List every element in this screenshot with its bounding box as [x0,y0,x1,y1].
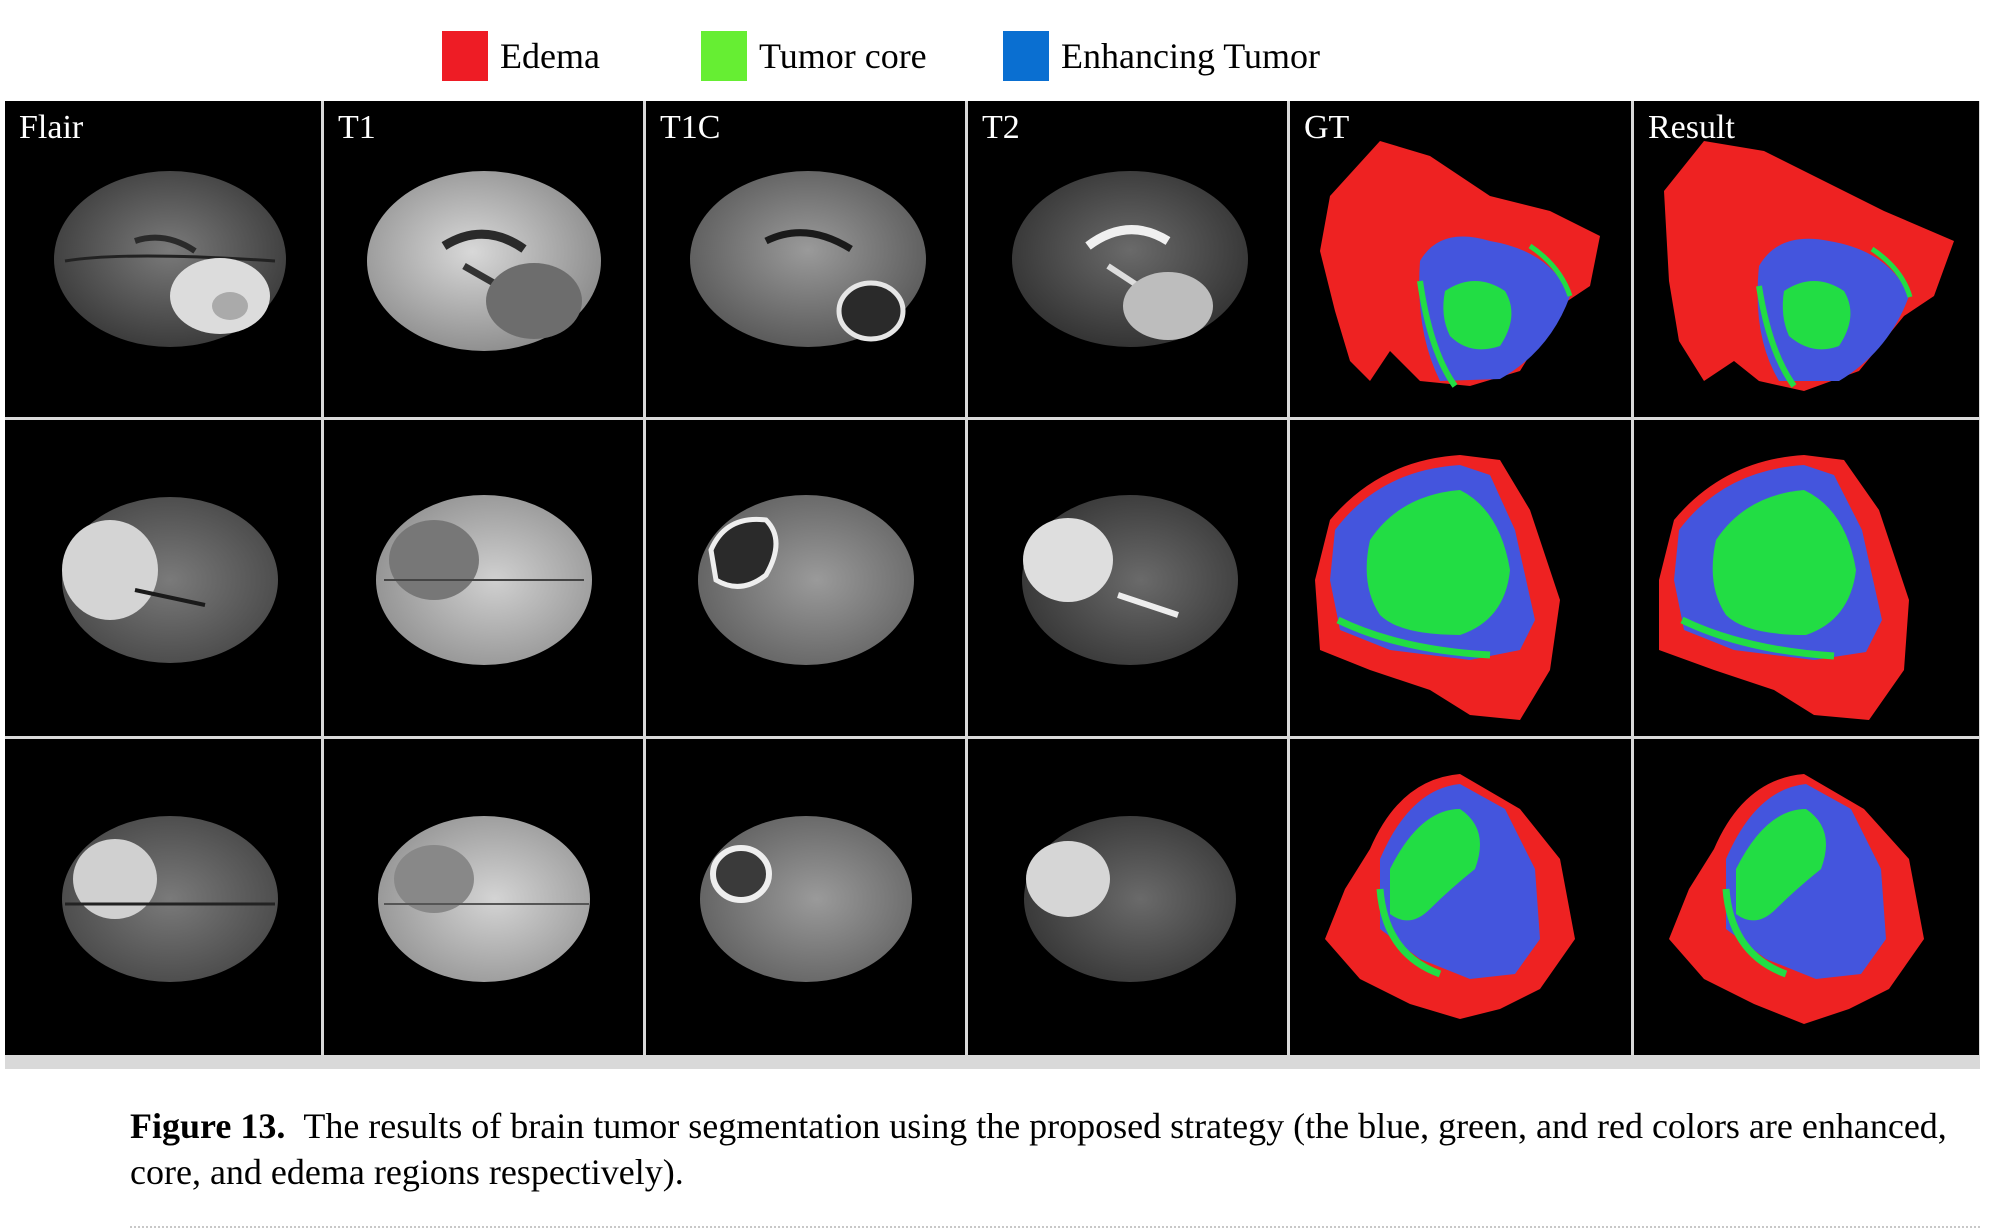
row2-gt-image [1290,420,1631,736]
edema-swatch [442,31,488,81]
row1-result-image: Result [1634,101,1979,417]
tumor-core-swatch [701,31,747,81]
column-label-flair: Flair [19,109,84,146]
row2-flair-image [5,420,321,736]
figure-caption: Figure 13. The results of brain tumor seg… [130,1103,1980,1195]
row1-t1c-image: T1C [646,101,965,417]
column-label-t1c: T1C [660,109,721,146]
legend-label: Edema [500,36,600,76]
row1-t2-image: T2 [968,101,1287,417]
legend-item-enhancing-tumor: Enhancing Tumor [1003,30,1320,82]
divider [130,1226,1980,1228]
row3-t1c-image [646,739,965,1055]
row1-gt-image: GT [1290,101,1631,417]
legend-item-edema: Edema [442,30,600,82]
caption-text: The results of brain tumor segmentation … [130,1106,1947,1192]
figure-label: Figure 13. [130,1106,286,1146]
column-label-gt: GT [1304,109,1350,146]
row2-t2-image [968,420,1287,736]
column-label-t2: T2 [982,109,1020,146]
legend-label: Tumor core [759,36,927,76]
row1-flair-image: Flair [5,101,321,417]
column-label-result: Result [1648,109,1735,146]
row3-t2-image [968,739,1287,1055]
legend-item-tumor-core: Tumor core [701,30,927,82]
row3-gt-image [1290,739,1631,1055]
legend: Edema Tumor core Enhancing Tumor [0,26,2000,86]
row1-t1-image: T1 [324,101,643,417]
enhancing-tumor-swatch [1003,31,1049,81]
legend-label: Enhancing Tumor [1061,36,1321,76]
row3-result-image [1634,739,1979,1055]
row3-t1-image [324,739,643,1055]
row2-t1c-image [646,420,965,736]
row3-flair-image [5,739,321,1055]
row2-t1-image [324,420,643,736]
row2-result-image [1634,420,1979,736]
segmentation-grid: Flair T1 T1C T2 [5,101,1980,1069]
column-label-t1: T1 [338,109,376,146]
